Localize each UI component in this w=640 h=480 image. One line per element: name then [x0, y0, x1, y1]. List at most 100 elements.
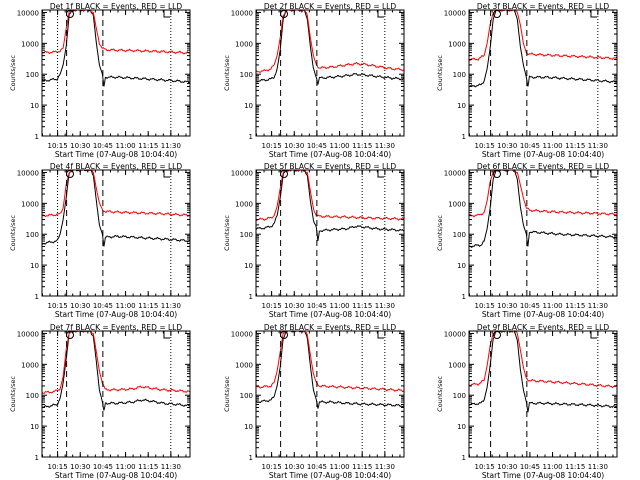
plot-frame: [255, 169, 405, 297]
y-axis-label: Counts/sec: [436, 376, 444, 412]
y-tick-label: 1: [249, 293, 253, 301]
y-tick-label: 10000: [444, 9, 466, 17]
x-tick-label: 11:00: [542, 142, 562, 150]
y-tick-label: 10: [30, 423, 39, 431]
series-line-lld: [256, 331, 404, 393]
y-axis-label: Counts/sec: [9, 376, 17, 412]
corner-marker: [163, 10, 170, 18]
detector-panel-1: 1 10 100 1000 10000 10:15 10:30 10:45 11:00 11:15…: [9, 2, 191, 159]
x-tick-label: 11:30: [375, 302, 395, 310]
x-tick-label: 10:15: [48, 302, 68, 310]
y-axis-label: Counts/sec: [436, 215, 444, 251]
series-line-events: [469, 170, 617, 248]
x-tick-label: 11:00: [329, 142, 349, 150]
x-tick-label: 10:45: [93, 142, 113, 150]
y-tick-label: 100: [240, 392, 253, 400]
x-tick-label: 10:45: [93, 463, 113, 471]
panel-title: Det 3f BLACK = Events, RED = LLD: [477, 2, 610, 11]
y-tick-label: 100: [453, 231, 466, 239]
y-tick-label: 10000: [444, 169, 466, 177]
x-axis-label: Start Time (07-Aug-08 10:04:40): [482, 471, 604, 480]
y-tick-label: 1: [35, 133, 39, 141]
x-tick-label: 10:45: [520, 463, 540, 471]
plot-frame: [41, 330, 191, 458]
x-tick-label: 10:30: [284, 302, 304, 310]
panel-title: Det 9f BLACK = Events, RED = LLD: [477, 323, 610, 332]
x-tick-label: 11:30: [588, 142, 608, 150]
detector-panel-5: 1 10 100 1000 10000 10:15 10:30 10:45 11:00 11:15…: [223, 162, 405, 319]
y-tick-label: 10000: [17, 169, 39, 177]
plot-frame: [41, 169, 191, 297]
x-tick-label: 10:45: [520, 302, 540, 310]
y-tick-label: 1000: [21, 361, 39, 369]
x-tick-label: 11:30: [161, 302, 181, 310]
panel-title: Det 4f BLACK = Events, RED = LLD: [50, 162, 183, 171]
y-tick-label: 1000: [448, 200, 466, 208]
x-tick-label: 11:00: [542, 463, 562, 471]
x-tick-label: 11:30: [588, 302, 608, 310]
corner-marker: [590, 170, 597, 178]
x-tick-label: 11:00: [329, 302, 349, 310]
x-tick-label: 10:15: [475, 463, 495, 471]
y-tick-label: 1000: [21, 200, 39, 208]
y-tick-label: 10000: [231, 169, 253, 177]
x-tick-label: 10:45: [307, 302, 327, 310]
x-tick-label: 10:15: [48, 142, 68, 150]
panel-title: Det 5f BLACK = Events, RED = LLD: [264, 162, 397, 171]
x-tick-label: 11:30: [161, 463, 181, 471]
y-tick-label: 10: [244, 102, 253, 110]
series-line-lld: [42, 10, 190, 55]
x-tick-label: 10:30: [497, 142, 517, 150]
x-tick-label: 10:30: [497, 463, 517, 471]
x-tick-label: 11:00: [115, 142, 135, 150]
plot-frame: [41, 9, 191, 137]
detector-panel-9: 1 10 100 1000 10000 10:15 10:30 10:45 11:00 11:15…: [436, 323, 618, 480]
corner-marker: [377, 331, 384, 339]
y-tick-label: 10: [244, 262, 253, 270]
series-line-events: [469, 331, 617, 413]
x-tick-label: 10:15: [262, 142, 282, 150]
plot-frame: [255, 330, 405, 458]
series-line-events: [256, 10, 404, 85]
y-tick-label: 1: [35, 454, 39, 462]
y-tick-label: 1000: [235, 40, 253, 48]
x-tick-label: 11:15: [352, 302, 372, 310]
series-line-events: [256, 331, 404, 409]
x-tick-label: 10:15: [475, 142, 495, 150]
y-tick-label: 1: [462, 133, 466, 141]
x-tick-label: 10:45: [307, 463, 327, 471]
y-tick-label: 1000: [21, 40, 39, 48]
y-tick-label: 100: [240, 231, 253, 239]
x-axis-label: Start Time (07-Aug-08 10:04:40): [55, 310, 177, 319]
y-axis-label: Counts/sec: [9, 215, 17, 251]
y-tick-label: 10: [457, 423, 466, 431]
y-tick-label: 1: [462, 293, 466, 301]
detector-panel-7: 1 10 100 1000 10000 10:15 10:30 10:45 11:00 11:15…: [9, 323, 191, 480]
y-tick-label: 10: [457, 262, 466, 270]
x-tick-label: 10:15: [48, 463, 68, 471]
plot-frame: [468, 169, 618, 297]
y-tick-label: 100: [26, 71, 39, 79]
y-tick-label: 1: [249, 133, 253, 141]
x-axis-label: Start Time (07-Aug-08 10:04:40): [482, 150, 604, 159]
corner-marker: [377, 10, 384, 18]
x-tick-label: 10:30: [284, 142, 304, 150]
x-tick-label: 11:15: [565, 463, 585, 471]
series-line-events: [469, 10, 617, 88]
x-tick-label: 11:15: [565, 142, 585, 150]
x-tick-label: 11:15: [138, 142, 158, 150]
y-tick-label: 1000: [448, 40, 466, 48]
detector-panel-2: 1 10 100 1000 10000 10:15 10:30 10:45 11:00 11:15…: [223, 2, 405, 159]
y-tick-label: 100: [453, 392, 466, 400]
panel-title: Det 7f BLACK = Events, RED = LLD: [50, 323, 183, 332]
x-tick-label: 10:30: [70, 302, 90, 310]
panel-title: Det 6f BLACK = Events, RED = LLD: [477, 162, 610, 171]
y-tick-label: 10: [457, 102, 466, 110]
x-tick-label: 11:15: [138, 463, 158, 471]
x-tick-label: 10:45: [93, 302, 113, 310]
y-tick-label: 10: [244, 423, 253, 431]
y-axis-label: Counts/sec: [9, 55, 17, 91]
detector-panel-6: 1 10 100 1000 10000 10:15 10:30 10:45 11:00 11:15…: [436, 162, 618, 319]
y-tick-label: 100: [240, 71, 253, 79]
series-line-lld: [42, 331, 190, 395]
